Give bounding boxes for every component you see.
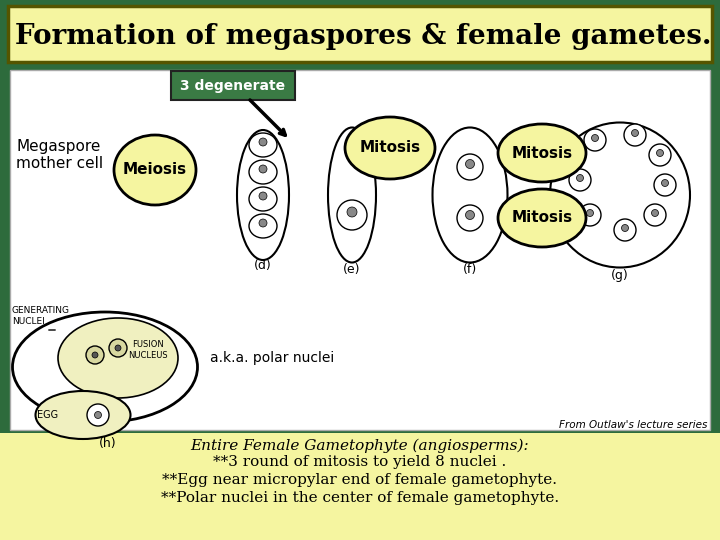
Ellipse shape <box>614 219 636 241</box>
Ellipse shape <box>58 318 178 398</box>
FancyBboxPatch shape <box>171 71 295 100</box>
Ellipse shape <box>249 160 277 184</box>
Text: **3 round of mitosis to yield 8 nuclei .: **3 round of mitosis to yield 8 nuclei . <box>213 455 507 469</box>
Text: Megaspore
mother cell: Megaspore mother cell <box>16 139 103 171</box>
Ellipse shape <box>92 352 98 358</box>
Text: Meiosis: Meiosis <box>123 163 187 178</box>
Ellipse shape <box>87 404 109 426</box>
Text: FUSION
NUCLEUS: FUSION NUCLEUS <box>128 340 168 360</box>
Ellipse shape <box>624 124 646 146</box>
Ellipse shape <box>433 127 508 262</box>
Ellipse shape <box>587 210 593 217</box>
Text: **Polar nuclei in the center of female gametophyte.: **Polar nuclei in the center of female g… <box>161 491 559 505</box>
Ellipse shape <box>115 345 121 351</box>
Text: Mitosis: Mitosis <box>359 140 420 156</box>
FancyBboxPatch shape <box>10 70 710 430</box>
Ellipse shape <box>237 130 289 260</box>
Ellipse shape <box>94 411 102 418</box>
Text: GENERATING
NUCLEI: GENERATING NUCLEI <box>12 306 70 326</box>
Ellipse shape <box>347 207 357 217</box>
Ellipse shape <box>657 150 664 157</box>
Ellipse shape <box>550 123 690 267</box>
Ellipse shape <box>12 312 197 422</box>
Text: Entire Female Gametophyte (angiosperms):: Entire Female Gametophyte (angiosperms): <box>191 439 529 453</box>
Ellipse shape <box>662 179 668 186</box>
Ellipse shape <box>337 200 367 230</box>
Ellipse shape <box>259 138 267 146</box>
Text: (g): (g) <box>611 268 629 281</box>
Ellipse shape <box>592 134 598 141</box>
Text: 3 degenerate: 3 degenerate <box>181 79 286 93</box>
Ellipse shape <box>621 225 629 232</box>
Text: **Egg near micropylar end of female gametophyte.: **Egg near micropylar end of female game… <box>163 473 557 487</box>
Ellipse shape <box>498 124 586 182</box>
Text: (f): (f) <box>463 264 477 276</box>
Ellipse shape <box>584 129 606 151</box>
Ellipse shape <box>328 127 376 262</box>
Ellipse shape <box>259 192 267 200</box>
Text: EGG: EGG <box>37 410 58 420</box>
Ellipse shape <box>457 154 483 180</box>
Text: (e): (e) <box>343 264 361 276</box>
Ellipse shape <box>35 391 130 439</box>
Text: Formation of megaspores & female gametes.: Formation of megaspores & female gametes… <box>15 23 711 50</box>
Ellipse shape <box>579 204 601 226</box>
Ellipse shape <box>259 165 267 173</box>
Ellipse shape <box>569 169 591 191</box>
Ellipse shape <box>631 130 639 137</box>
Ellipse shape <box>644 204 666 226</box>
Text: Mitosis: Mitosis <box>511 145 572 160</box>
Ellipse shape <box>457 205 483 231</box>
Ellipse shape <box>498 189 586 247</box>
Text: From Outlaw's lecture series: From Outlaw's lecture series <box>559 420 707 430</box>
Text: (h): (h) <box>99 436 117 449</box>
FancyBboxPatch shape <box>8 6 712 62</box>
Ellipse shape <box>649 144 671 166</box>
Text: (d): (d) <box>254 259 272 272</box>
Ellipse shape <box>249 214 277 238</box>
Ellipse shape <box>345 117 435 179</box>
Ellipse shape <box>654 174 676 196</box>
FancyBboxPatch shape <box>0 433 720 540</box>
Ellipse shape <box>466 211 474 219</box>
Ellipse shape <box>259 219 267 227</box>
Ellipse shape <box>114 135 196 205</box>
Ellipse shape <box>86 346 104 364</box>
Ellipse shape <box>109 339 127 357</box>
Ellipse shape <box>577 174 583 181</box>
Ellipse shape <box>466 159 474 168</box>
Text: a.k.a. polar nuclei: a.k.a. polar nuclei <box>210 351 334 365</box>
Ellipse shape <box>249 133 277 157</box>
Ellipse shape <box>249 187 277 211</box>
Text: Mitosis: Mitosis <box>511 211 572 226</box>
Ellipse shape <box>652 210 659 217</box>
